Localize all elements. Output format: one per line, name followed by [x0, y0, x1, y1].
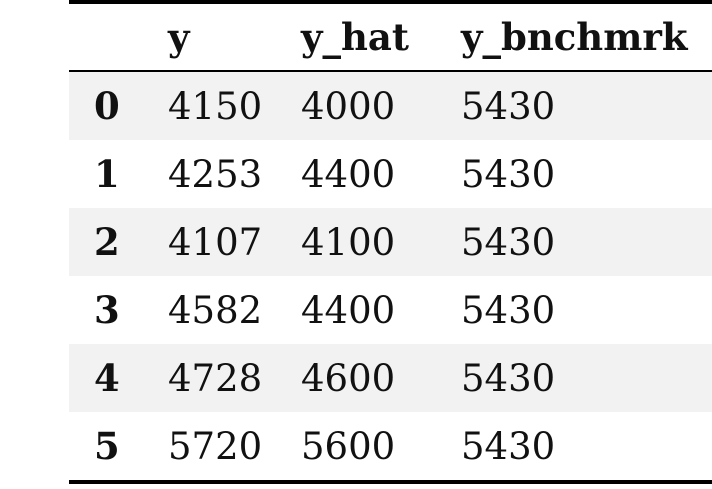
table-body: 0 4150 4000 5430 1 4253 4400 5430 2 4107… — [69, 71, 712, 482]
row-index-cell: 1 — [69, 140, 142, 208]
y-cell: 4728 — [142, 344, 275, 412]
header-y-bnchmrk: y_bnchmrk — [461, 15, 688, 59]
row-index-cell: 4 — [69, 344, 142, 412]
table-row: 5 5720 5600 5430 — [69, 412, 712, 482]
row-index-cell: 2 — [69, 208, 142, 276]
row-index-cell: 3 — [69, 276, 142, 344]
data-table: y y_hat y_bnchmrk 0 4150 4000 5430 1 425… — [69, 0, 712, 484]
table-row: 2 4107 4100 5430 — [69, 208, 712, 276]
y-hat-cell: 5600 — [275, 412, 435, 482]
table-row: 1 4253 4400 5430 — [69, 140, 712, 208]
y-bnchmrk-cell: 5430 — [435, 344, 712, 412]
y-bnchmrk-cell: 5430 — [435, 276, 712, 344]
header-index — [69, 2, 142, 71]
table-header: y y_hat y_bnchmrk — [69, 2, 712, 71]
row-index-cell: 0 — [69, 71, 142, 140]
y-cell: 4253 — [142, 140, 275, 208]
y-bnchmrk-cell: 5430 — [435, 208, 712, 276]
y-bnchmrk-cell: 5430 — [435, 140, 712, 208]
table-row: 4 4728 4600 5430 — [69, 344, 712, 412]
table-row: 0 4150 4000 5430 — [69, 71, 712, 140]
y-bnchmrk-cell: 5430 — [435, 71, 712, 140]
data-table-container: y y_hat y_bnchmrk 0 4150 4000 5430 1 425… — [69, 0, 712, 484]
header-row: y y_hat y_bnchmrk — [69, 2, 712, 71]
y-cell: 4107 — [142, 208, 275, 276]
y-hat-cell: 4400 — [275, 140, 435, 208]
row-index-cell: 5 — [69, 412, 142, 482]
y-bnchmrk-cell: 5430 — [435, 412, 712, 482]
header-y: y — [168, 15, 190, 59]
table-row: 3 4582 4400 5430 — [69, 276, 712, 344]
y-cell: 4582 — [142, 276, 275, 344]
y-cell: 5720 — [142, 412, 275, 482]
y-cell: 4150 — [142, 71, 275, 140]
y-hat-cell: 4000 — [275, 71, 435, 140]
header-y-hat: y_hat — [301, 15, 409, 59]
y-hat-cell: 4600 — [275, 344, 435, 412]
y-hat-cell: 4400 — [275, 276, 435, 344]
y-hat-cell: 4100 — [275, 208, 435, 276]
